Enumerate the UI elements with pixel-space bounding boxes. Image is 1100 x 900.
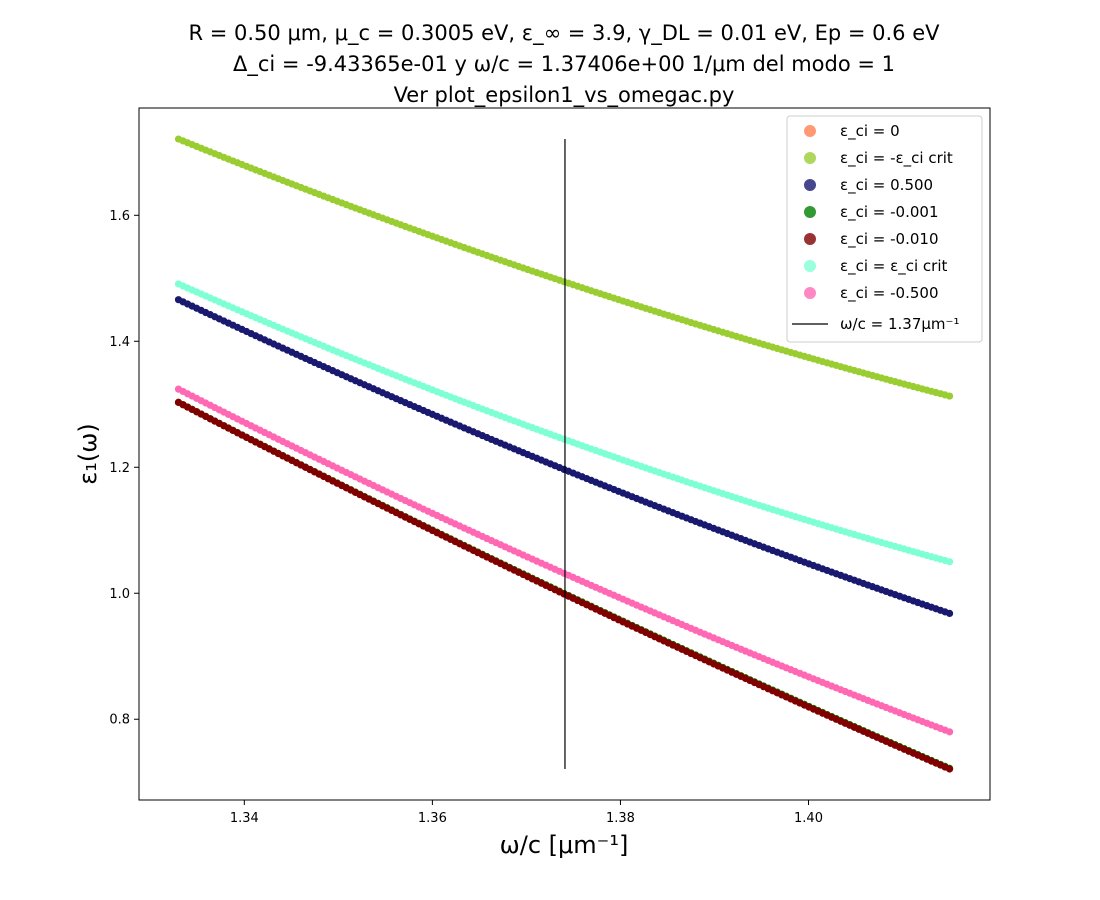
data-point — [945, 558, 954, 566]
data-point — [945, 609, 954, 618]
axes-frame — [138, 107, 991, 801]
series-4-ci-0-010 — [174, 398, 954, 773]
legend-label: ε_ci = -0.001 — [840, 203, 938, 222]
x-tick-label: 1.40 — [794, 811, 823, 826]
legend: ε_ci = 0 ε_ci = -ε_ci crit ε_ci = 0.500 ε_c… — [786, 115, 983, 343]
legend-marker — [804, 179, 816, 191]
legend-entry: ε_ci = -0.500 — [804, 284, 938, 303]
legend-label: ε_ci = 0.500 — [840, 176, 933, 195]
legend-frame — [786, 115, 983, 343]
data-point — [945, 728, 954, 736]
legend-entry-vline: ω/c = 1.37μm⁻¹ — [792, 315, 959, 333]
title-line-2: Δ_ci = -9.43365e-01 y ω/c = 1.37406e+00 … — [233, 52, 895, 76]
title-line-3: Ver plot_epsilon1_vs_omegac.py — [393, 83, 735, 107]
x-tick-label: 1.36 — [418, 811, 447, 826]
legend-label: ε_ci = -0.500 — [840, 284, 938, 303]
legend-entry: ε_ci = -0.010 — [804, 230, 938, 249]
legend-entry: ε_ci = 0 — [804, 122, 900, 141]
legend-marker — [804, 287, 816, 299]
y-tick-label: 1.6 — [109, 209, 130, 224]
data-point — [945, 765, 954, 773]
legend-entry: ε_ci = -ε_ci crit — [804, 149, 953, 168]
series-6-ci-0-500 — [174, 385, 954, 736]
tick-layer: 1.34 1.36 1.38 1.40 0.8 1.0 1.2 1.4 1.6 — [109, 209, 823, 826]
legend-label: ε_ci = ε_ci crit — [840, 257, 947, 276]
x-tick-label: 1.38 — [606, 811, 635, 826]
legend-label: ω/c = 1.37μm⁻¹ — [840, 315, 959, 333]
legend-marker — [804, 260, 816, 272]
chart-title: R = 0.50 μm, μ_c = 0.3005 eV, ε_∞ = 3.9,… — [0, 18, 1100, 111]
data-point — [945, 392, 954, 400]
series-layer — [174, 135, 954, 773]
legend-label: ε_ci = 0 — [840, 122, 900, 141]
legend-label: ε_ci = -0.010 — [840, 230, 938, 249]
y-tick-label: 1.2 — [109, 461, 130, 476]
legend-entry: ε_ci = ε_ci crit — [804, 257, 947, 276]
series-1-ci-ci-crit — [174, 135, 954, 400]
y-tick-label: 1.0 — [109, 587, 130, 602]
y-tick-label: 1.4 — [109, 335, 130, 350]
series-5-ci-ci-crit — [174, 280, 954, 566]
y-tick-label: 0.8 — [109, 713, 130, 728]
title-line-1: R = 0.50 μm, μ_c = 0.3005 eV, ε_∞ = 3.9,… — [188, 21, 940, 45]
series-2-ci-0-500 — [174, 296, 954, 618]
legend-entry: ε_ci = -0.001 — [804, 203, 938, 222]
x-axis-title: ω/c [μm⁻¹] — [500, 831, 629, 859]
legend-marker — [804, 233, 816, 245]
legend-marker — [804, 125, 816, 137]
legend-label: ε_ci = -ε_ci crit — [840, 149, 953, 168]
y-axis-title: ε₁(ω) — [74, 423, 102, 484]
legend-marker — [804, 152, 816, 164]
legend-marker — [804, 206, 816, 218]
legend-entry: ε_ci = 0.500 — [804, 176, 933, 195]
x-tick-label: 1.34 — [230, 811, 259, 826]
